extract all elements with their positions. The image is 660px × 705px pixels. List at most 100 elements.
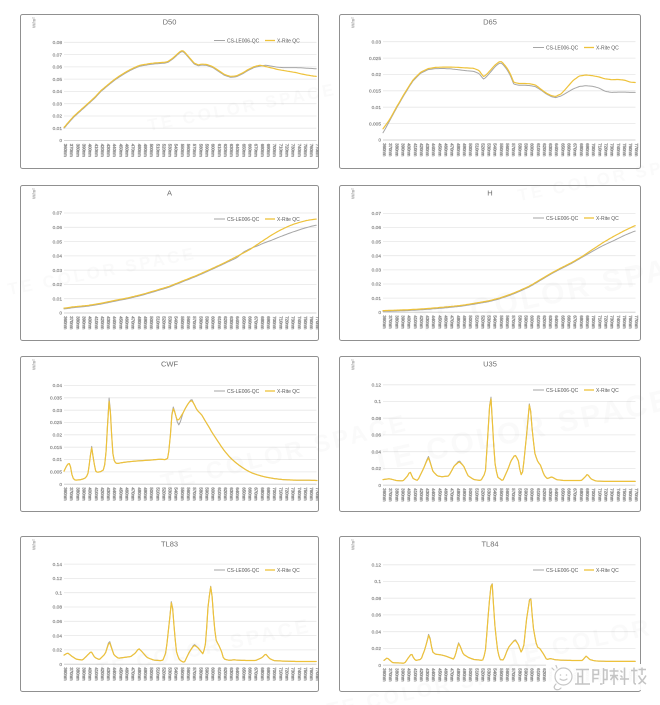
svg-text:710nm: 710nm: [597, 143, 602, 157]
svg-text:470nm: 470nm: [131, 487, 136, 501]
svg-text:390nm: 390nm: [81, 144, 86, 158]
svg-text:690nm: 690nm: [585, 488, 590, 502]
svg-text:700nm: 700nm: [272, 144, 277, 158]
svg-text:0.03: 0.03: [372, 268, 382, 274]
svg-text:370nm: 370nm: [388, 668, 393, 682]
svg-text:620nm: 620nm: [223, 144, 228, 158]
svg-text:400nm: 400nm: [407, 143, 412, 157]
svg-text:500nm: 500nm: [149, 316, 154, 330]
svg-text:770nm: 770nm: [634, 143, 639, 157]
svg-text:CS-LE006-QC: CS-LE006-QC: [227, 389, 260, 395]
svg-text:750nm: 750nm: [303, 487, 308, 501]
svg-text:410nm: 410nm: [94, 487, 99, 501]
svg-text:400nm: 400nm: [88, 667, 93, 681]
svg-text:580nm: 580nm: [517, 668, 522, 682]
svg-text:720nm: 720nm: [284, 667, 289, 681]
svg-text:520nm: 520nm: [161, 667, 166, 681]
svg-text:370nm: 370nm: [69, 487, 74, 501]
svg-text:520nm: 520nm: [480, 315, 485, 329]
svg-text:680nm: 680nm: [260, 487, 265, 501]
svg-text:660nm: 660nm: [248, 667, 253, 681]
svg-text:640nm: 640nm: [235, 667, 240, 681]
svg-text:0.02: 0.02: [53, 282, 63, 288]
svg-text:420nm: 420nm: [419, 315, 424, 329]
svg-text:730nm: 730nm: [610, 143, 615, 157]
svg-text:0.04: 0.04: [372, 629, 382, 635]
svg-text:380nm: 380nm: [394, 143, 399, 157]
svg-text:440nm: 440nm: [431, 143, 436, 157]
svg-text:0.04: 0.04: [53, 254, 63, 260]
svg-text:400nm: 400nm: [88, 316, 93, 330]
svg-text:540nm: 540nm: [493, 488, 498, 502]
svg-text:660nm: 660nm: [248, 144, 253, 158]
svg-text:CS-LE006-QC: CS-LE006-QC: [546, 45, 579, 51]
svg-text:490nm: 490nm: [143, 667, 148, 681]
svg-text:360nm: 360nm: [382, 668, 387, 682]
svg-text:710nm: 710nm: [597, 315, 602, 329]
svg-text:600nm: 600nm: [211, 316, 216, 330]
svg-text:CWF: CWF: [161, 360, 178, 369]
svg-text:670nm: 670nm: [573, 315, 578, 329]
svg-text:460nm: 460nm: [125, 487, 130, 501]
svg-text:CS-LE006-QC: CS-LE006-QC: [227, 217, 260, 223]
svg-text:680nm: 680nm: [260, 144, 265, 158]
svg-text:0.06: 0.06: [372, 433, 382, 439]
svg-text:W/m²: W/m²: [32, 359, 37, 370]
svg-text:430nm: 430nm: [425, 668, 430, 682]
svg-text:400nm: 400nm: [88, 487, 93, 501]
svg-text:X-Rite QC: X-Rite QC: [277, 217, 300, 223]
svg-text:640nm: 640nm: [554, 315, 559, 329]
svg-text:640nm: 640nm: [235, 487, 240, 501]
svg-text:360nm: 360nm: [63, 144, 68, 158]
svg-text:730nm: 730nm: [610, 488, 615, 502]
svg-text:0.1: 0.1: [55, 590, 62, 596]
svg-text:520nm: 520nm: [480, 488, 485, 502]
svg-text:700nm: 700nm: [591, 488, 596, 502]
svg-text:720nm: 720nm: [603, 488, 608, 502]
svg-text:690nm: 690nm: [585, 315, 590, 329]
svg-text:0.14: 0.14: [53, 562, 63, 568]
svg-text:630nm: 630nm: [229, 667, 234, 681]
svg-text:560nm: 560nm: [505, 315, 510, 329]
svg-text:D50: D50: [163, 18, 177, 27]
svg-text:610nm: 610nm: [217, 487, 222, 501]
svg-text:470nm: 470nm: [131, 144, 136, 158]
svg-text:490nm: 490nm: [143, 316, 148, 330]
svg-text:440nm: 440nm: [112, 667, 117, 681]
svg-text:580nm: 580nm: [198, 316, 203, 330]
svg-text:450nm: 450nm: [437, 315, 442, 329]
svg-text:750nm: 750nm: [622, 488, 627, 502]
svg-text:TL83: TL83: [161, 540, 178, 549]
svg-text:500nm: 500nm: [149, 667, 154, 681]
svg-text:770nm: 770nm: [634, 488, 639, 502]
svg-text:460nm: 460nm: [125, 144, 130, 158]
svg-text:X-Rite QC: X-Rite QC: [277, 389, 300, 395]
svg-text:0.02: 0.02: [372, 646, 382, 652]
svg-text:0.04: 0.04: [53, 383, 63, 389]
svg-text:390nm: 390nm: [400, 143, 405, 157]
svg-text:760nm: 760nm: [628, 488, 633, 502]
svg-text:570nm: 570nm: [511, 488, 516, 502]
svg-text:380nm: 380nm: [75, 316, 80, 330]
svg-text:740nm: 740nm: [616, 315, 621, 329]
svg-text:490nm: 490nm: [462, 143, 467, 157]
svg-text:480nm: 480nm: [137, 144, 142, 158]
svg-text:CS-LE006-QC: CS-LE006-QC: [546, 388, 579, 394]
svg-text:700nm: 700nm: [591, 143, 596, 157]
svg-text:750nm: 750nm: [622, 143, 627, 157]
svg-text:420nm: 420nm: [419, 668, 424, 682]
svg-text:530nm: 530nm: [487, 143, 492, 157]
svg-text:0.03: 0.03: [372, 39, 382, 45]
svg-text:0.01: 0.01: [372, 296, 382, 302]
svg-text:670nm: 670nm: [254, 144, 259, 158]
svg-text:360nm: 360nm: [382, 315, 387, 329]
svg-text:480nm: 480nm: [137, 667, 142, 681]
svg-text:680nm: 680nm: [260, 667, 265, 681]
svg-text:740nm: 740nm: [297, 144, 302, 158]
svg-text:W/m²: W/m²: [351, 359, 356, 370]
svg-text:410nm: 410nm: [413, 668, 418, 682]
svg-text:500nm: 500nm: [468, 143, 473, 157]
svg-text:660nm: 660nm: [248, 316, 253, 330]
svg-text:440nm: 440nm: [431, 488, 436, 502]
svg-text:450nm: 450nm: [437, 668, 442, 682]
